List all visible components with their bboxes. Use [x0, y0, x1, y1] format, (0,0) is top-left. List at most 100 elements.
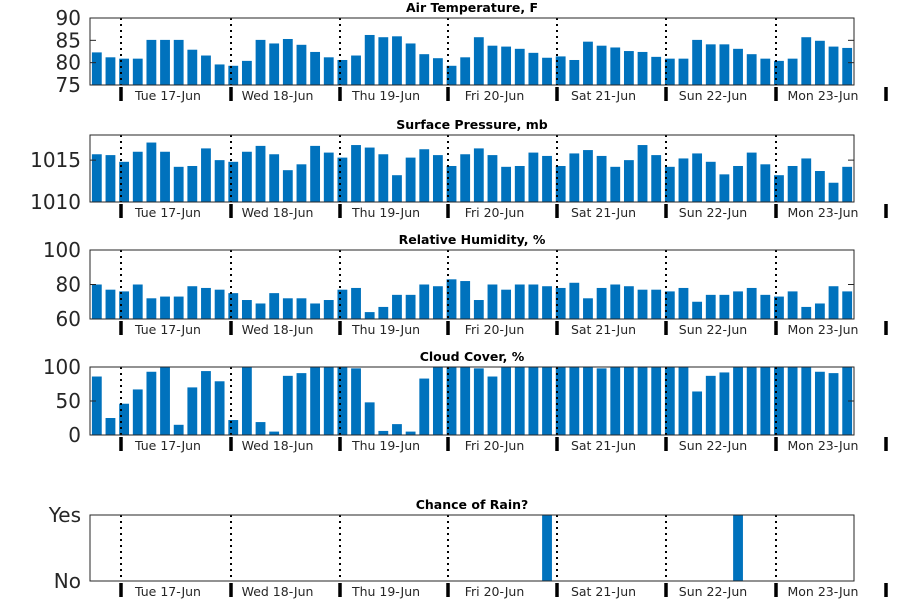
x-tick-label: Thu 19-Jun	[351, 322, 420, 337]
data-bar	[637, 289, 648, 319]
data-bar	[705, 44, 716, 85]
x-tick-label: Mon 23-Jun	[788, 322, 859, 337]
data-bar	[623, 286, 634, 319]
data-bar	[119, 161, 130, 202]
x-tick-label: Tue 17-Jun	[134, 88, 201, 103]
data-bar	[228, 161, 239, 202]
data-bar	[787, 367, 798, 435]
data-bar	[583, 150, 593, 202]
data-bar	[173, 296, 184, 319]
data-bar	[255, 303, 266, 319]
data-bar	[187, 165, 198, 202]
x-tick-label: Tue 17-Jun	[134, 584, 201, 599]
data-bar	[392, 294, 402, 319]
data-bar	[405, 43, 416, 85]
data-bar	[351, 287, 361, 319]
data-bar	[651, 155, 662, 202]
data-bar	[733, 515, 743, 581]
data-bar	[473, 368, 484, 435]
x-tick-label: Mon 23-Jun	[788, 584, 859, 599]
data-bar	[528, 52, 539, 85]
y-tick-label: 60	[56, 307, 81, 331]
data-bar	[746, 54, 757, 85]
data-bar	[678, 367, 689, 435]
data-bar	[296, 164, 307, 202]
data-bar	[692, 301, 703, 319]
chart-title: Cloud Cover, %	[420, 349, 525, 364]
data-bar	[460, 367, 471, 435]
chart-title: Chance of Rain?	[416, 497, 529, 512]
data-bar	[542, 515, 552, 581]
data-bar	[733, 291, 743, 319]
data-bar	[310, 51, 321, 85]
data-bar	[201, 148, 211, 202]
data-bar	[842, 47, 853, 85]
x-tick-label: Sun 22-Jun	[679, 88, 747, 103]
data-bar	[419, 149, 430, 202]
data-bar	[487, 155, 498, 202]
data-bar	[542, 57, 552, 85]
data-bar	[228, 293, 239, 320]
data-bar	[596, 45, 607, 85]
data-bar	[214, 64, 225, 85]
data-bar	[282, 375, 293, 435]
data-bar	[678, 287, 689, 319]
x-tick-label: Sun 22-Jun	[679, 438, 747, 453]
data-bar	[337, 59, 348, 85]
data-bar	[91, 52, 102, 85]
data-bar	[351, 368, 361, 435]
y-tick-label: 75	[56, 73, 81, 97]
y-tick-label: 90	[56, 6, 81, 30]
data-bar	[814, 171, 825, 202]
data-bar	[487, 284, 498, 319]
data-bar	[583, 367, 593, 435]
data-bar	[473, 148, 484, 202]
data-bar	[432, 155, 443, 202]
y-tick-label: 80	[56, 273, 81, 297]
x-tick-label: Mon 23-Jun	[788, 88, 859, 103]
data-bar	[814, 303, 825, 319]
data-bar	[623, 160, 634, 203]
data-bar	[487, 376, 498, 435]
data-bar	[187, 387, 198, 435]
data-bar	[760, 164, 771, 202]
data-bar	[719, 294, 730, 319]
x-tick-label: Fri 20-Jun	[465, 438, 525, 453]
data-bar	[501, 166, 512, 202]
data-bar	[774, 367, 784, 435]
data-bar	[392, 175, 402, 202]
data-bar	[446, 65, 457, 85]
data-bar	[514, 284, 525, 319]
x-tick-label: Fri 20-Jun	[465, 205, 525, 220]
data-bar	[296, 44, 307, 85]
data-bar	[801, 306, 812, 319]
data-bar	[419, 284, 430, 319]
data-bar	[269, 43, 280, 85]
data-bar	[596, 287, 607, 319]
data-bar	[201, 55, 211, 85]
data-bar	[705, 294, 716, 319]
data-bar	[296, 373, 307, 435]
data-bar	[583, 298, 593, 319]
x-tick-label: Sat 21-Jun	[571, 205, 636, 220]
data-bar	[733, 165, 743, 202]
x-tick-label: Sun 22-Jun	[679, 322, 747, 337]
data-bar	[842, 291, 853, 319]
data-bar	[269, 431, 280, 435]
data-bar	[569, 153, 580, 202]
x-tick-label: Tue 17-Jun	[134, 205, 201, 220]
data-bar	[432, 58, 443, 85]
data-bar	[610, 47, 621, 85]
data-bar	[228, 420, 239, 435]
data-bar	[119, 403, 130, 435]
data-bar	[378, 430, 389, 435]
data-bar	[760, 58, 771, 85]
data-bar	[460, 154, 471, 202]
data-bar	[91, 154, 102, 202]
data-bar	[555, 367, 566, 435]
data-bar	[569, 367, 580, 435]
x-tick-label: Wed 18-Jun	[242, 205, 314, 220]
x-tick-label: Sat 21-Jun	[571, 88, 636, 103]
data-bar	[269, 154, 280, 202]
data-bar	[623, 367, 634, 435]
